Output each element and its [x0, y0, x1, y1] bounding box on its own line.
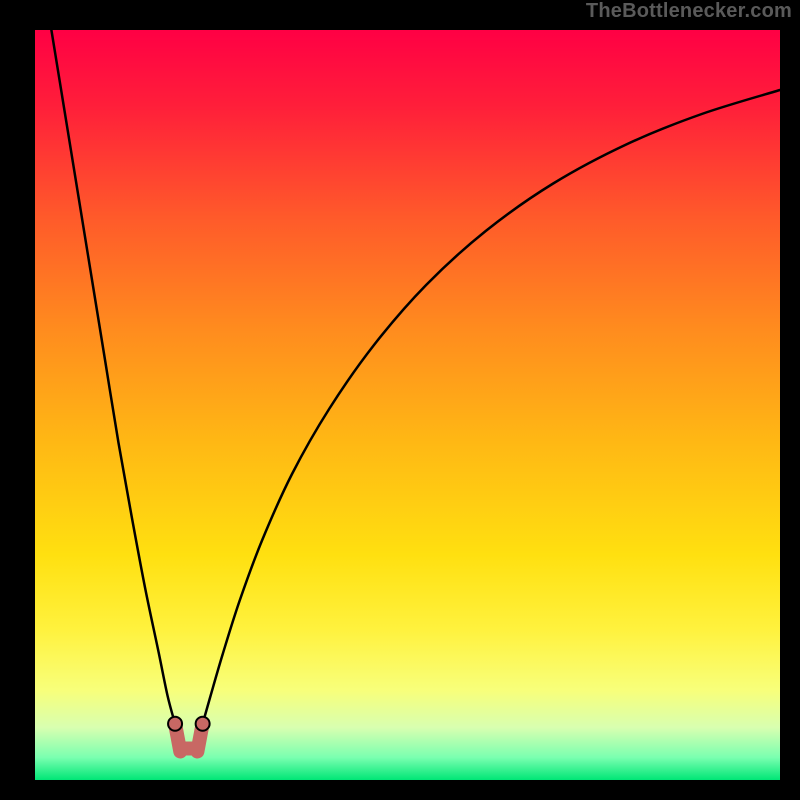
plot-area: [35, 30, 780, 780]
watermark-text: TheBottlenecker.com: [586, 0, 792, 23]
curve-left: [51, 30, 175, 724]
curves-layer: [35, 30, 780, 780]
chart-container: TheBottlenecker.com: [0, 0, 800, 800]
curve-right: [203, 90, 780, 724]
dip-marker: [168, 717, 182, 731]
dip-marker: [196, 717, 210, 731]
dip-markers: [168, 717, 210, 731]
